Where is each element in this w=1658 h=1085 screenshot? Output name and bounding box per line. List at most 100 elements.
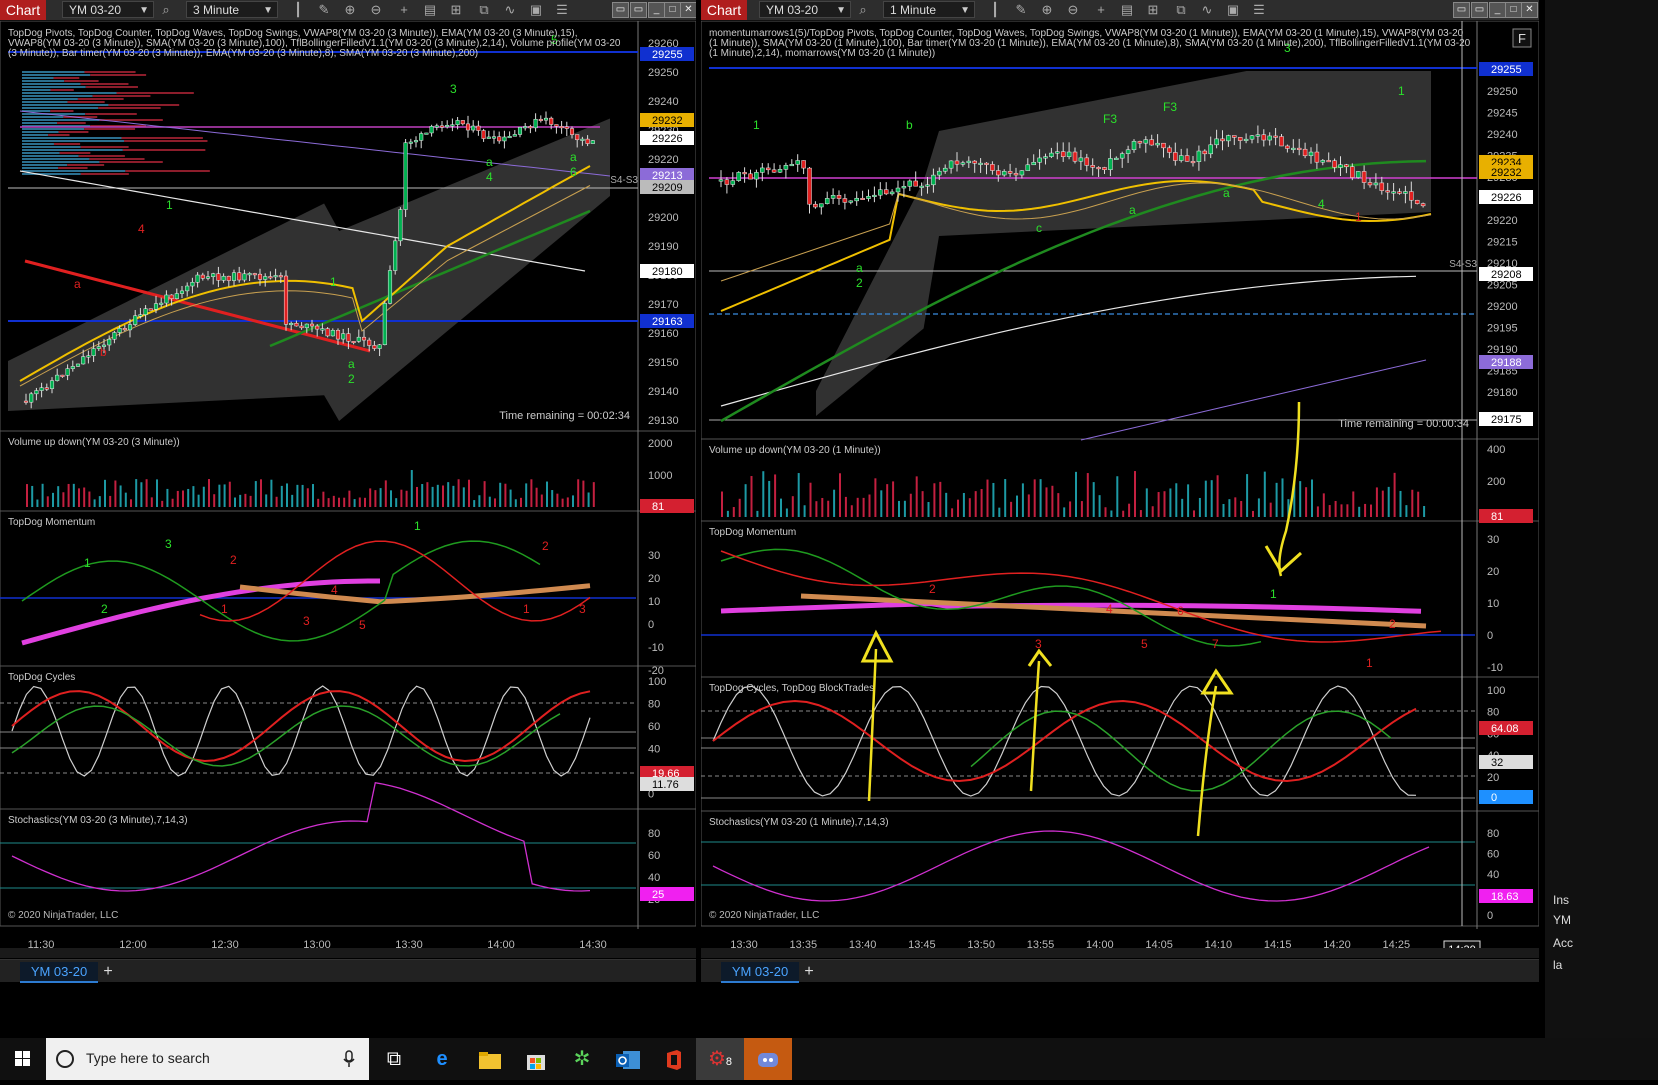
taskbar-search-box[interactable]: Type here to search bbox=[46, 1038, 369, 1080]
right-chart-tab[interactable]: Chart bbox=[701, 0, 747, 20]
properties-icon[interactable]: ▤ bbox=[1120, 2, 1134, 17]
search-icon[interactable]: ⌕ bbox=[859, 2, 867, 17]
volume-bar bbox=[78, 488, 80, 507]
right-chart-canvas[interactable]: 1 b F3F3a2caa4131momentumarrows1(5)/TopDog… bbox=[701, 21, 1539, 961]
candle-body bbox=[523, 126, 528, 129]
volume-bar bbox=[1340, 504, 1343, 517]
volume-bar bbox=[962, 492, 965, 517]
data-box-icon[interactable]: ▣ bbox=[1226, 2, 1240, 17]
candle-body bbox=[96, 346, 101, 349]
add-tab-icon[interactable]: + bbox=[103, 963, 113, 980]
crosshair-icon[interactable]: + bbox=[1097, 2, 1105, 17]
minimize-icon[interactable]: _ bbox=[648, 2, 665, 18]
candle-body bbox=[1125, 149, 1131, 154]
volume-bar bbox=[551, 490, 554, 507]
right-timeframe-selector[interactable]: 1 Minute ▼ bbox=[883, 1, 975, 18]
volume-profile-bar bbox=[22, 95, 93, 97]
candle-body bbox=[783, 165, 789, 170]
momentum-label: 2 bbox=[230, 553, 237, 567]
store-icon[interactable] bbox=[512, 1038, 560, 1080]
left-instrument-tab[interactable]: YM 03-20 bbox=[20, 962, 98, 983]
list-icon[interactable]: ☰ bbox=[556, 2, 568, 17]
close-icon[interactable]: ✕ bbox=[680, 2, 696, 18]
momentum-label: 3 bbox=[1035, 637, 1042, 651]
left-horizontal-scrollbar[interactable] bbox=[0, 948, 696, 958]
volume-bar bbox=[410, 470, 413, 507]
volume-bar bbox=[566, 497, 569, 507]
zoom-in-icon[interactable]: ⊕ bbox=[344, 2, 356, 17]
momentum-label: 6 bbox=[1177, 604, 1184, 618]
candle-body bbox=[1379, 182, 1385, 191]
tile-icon[interactable]: ▭ bbox=[1453, 2, 1470, 18]
candle-body bbox=[883, 189, 889, 195]
tile-icon[interactable]: ▭ bbox=[612, 2, 629, 18]
draw-pencil-icon[interactable]: ✎ bbox=[1015, 2, 1027, 17]
data-box-icon[interactable]: ▣ bbox=[529, 2, 543, 17]
minimize-icon[interactable]: _ bbox=[1489, 2, 1506, 18]
excel-like-icon[interactable]: ✲ bbox=[573, 1048, 591, 1070]
right-instrument-tab[interactable]: YM 03-20 bbox=[721, 962, 799, 983]
draw-pencil-icon[interactable]: ✎ bbox=[318, 2, 330, 17]
tile-icon-2[interactable]: ▭ bbox=[1471, 2, 1488, 18]
templates-icon[interactable]: ⊞ bbox=[1147, 2, 1159, 17]
close-icon[interactable]: ✕ bbox=[1521, 2, 1538, 18]
pivot-level-label: S4-S3 bbox=[610, 175, 638, 186]
volume-bar bbox=[1051, 485, 1054, 517]
candle-body bbox=[813, 203, 818, 208]
start-icon[interactable] bbox=[0, 1038, 46, 1080]
volume-bar bbox=[1092, 482, 1095, 517]
task-view-icon[interactable]: ⧉ bbox=[386, 1048, 402, 1070]
outlook-icon[interactable] bbox=[604, 1038, 652, 1080]
bar-type-icon[interactable]: ┃ bbox=[991, 2, 999, 17]
tile-icon-2[interactable]: ▭ bbox=[630, 2, 647, 18]
candle-body bbox=[1391, 191, 1396, 194]
candle-body bbox=[1108, 158, 1113, 170]
bar-type-icon[interactable]: ┃ bbox=[294, 2, 302, 17]
maximize-icon[interactable]: □ bbox=[664, 2, 681, 18]
templates-icon[interactable]: ⊞ bbox=[450, 2, 462, 17]
search-icon[interactable]: ⌕ bbox=[162, 2, 170, 17]
candle-body bbox=[966, 160, 972, 164]
swing-label: a bbox=[856, 261, 863, 275]
candle-body bbox=[585, 138, 590, 144]
edge-icon[interactable]: e bbox=[436, 1048, 448, 1070]
candle-body bbox=[996, 170, 1001, 176]
left-timeframe-selector[interactable]: 3 Minute ▼ bbox=[186, 1, 278, 18]
left-instrument-selector[interactable]: YM 03-20 ▼ bbox=[62, 1, 154, 18]
momentum-slow-line bbox=[21, 578, 380, 646]
zoom-out-icon[interactable]: ⊖ bbox=[370, 2, 382, 17]
zoom-in-icon[interactable]: ⊕ bbox=[1041, 2, 1053, 17]
office-icon[interactable] bbox=[650, 1038, 698, 1080]
file-explorer-icon[interactable] bbox=[466, 1038, 514, 1080]
volume-profile-bar bbox=[22, 98, 78, 100]
zoom-out-icon[interactable]: ⊖ bbox=[1067, 2, 1079, 17]
candle-body bbox=[937, 170, 942, 176]
volume-bar bbox=[364, 497, 366, 507]
left-chart-tab[interactable]: Chart bbox=[0, 0, 46, 20]
ninjatrader-icon[interactable]: ⚙8 bbox=[696, 1038, 744, 1080]
volume-bar bbox=[327, 498, 330, 507]
strategies-icon[interactable]: ∿ bbox=[1201, 2, 1213, 17]
momentum-fast-line-red bbox=[199, 540, 591, 622]
properties-icon[interactable]: ▤ bbox=[423, 2, 437, 17]
strategies-icon[interactable]: ∿ bbox=[504, 2, 516, 17]
crosshair-icon[interactable]: + bbox=[400, 2, 408, 17]
volume-bar bbox=[768, 480, 771, 517]
volume-bar bbox=[249, 495, 252, 507]
maximize-icon[interactable]: □ bbox=[1505, 2, 1522, 18]
indicators-icon[interactable]: ⧉ bbox=[1176, 2, 1186, 17]
list-icon[interactable]: ☰ bbox=[1253, 2, 1265, 17]
indicators-icon[interactable]: ⧉ bbox=[479, 2, 489, 17]
mic-icon[interactable] bbox=[342, 1050, 356, 1068]
add-tab-icon[interactable]: + bbox=[804, 963, 814, 980]
volume-profile-bar bbox=[84, 128, 136, 130]
price-tick: 29195 bbox=[1487, 323, 1518, 335]
right-instrument-selector[interactable]: YM 03-20 ▼ bbox=[759, 1, 851, 18]
candle-body bbox=[29, 393, 34, 403]
discord-icon[interactable] bbox=[744, 1038, 792, 1080]
chevron-down-icon: ▼ bbox=[263, 5, 273, 16]
right-horizontal-scrollbar[interactable] bbox=[701, 948, 1539, 958]
volume-bar bbox=[306, 488, 309, 507]
volume-bar bbox=[1104, 507, 1107, 517]
